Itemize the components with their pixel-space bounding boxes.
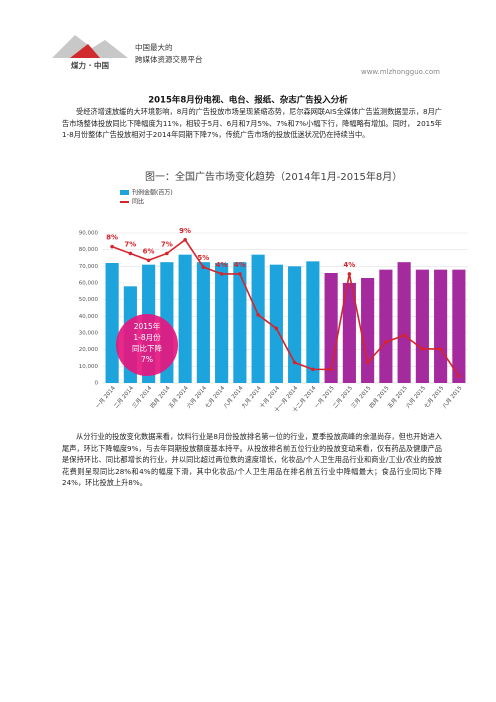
bar: [397, 262, 411, 383]
data-label: 7%: [124, 240, 136, 248]
legend-swatch: [120, 190, 129, 195]
x-tick-label: 八月 2015: [441, 384, 464, 409]
y-tick-label: 20,000: [79, 347, 99, 353]
line-point: [146, 258, 151, 263]
annotation-bubble: [116, 314, 178, 376]
data-label: 4%: [216, 261, 228, 269]
bar: [215, 263, 229, 383]
annotation-text: 同比下降: [132, 343, 162, 353]
header: 煤力 · 中国 中国最大的 跨媒体资源交易平台 www.mlzhongguo.c…: [52, 35, 440, 106]
logo-peak: [70, 44, 100, 58]
y-tick-label: 80,000: [79, 247, 99, 253]
line-point: [219, 272, 224, 276]
line-point: [384, 340, 388, 344]
y-tick-label: 60,000: [79, 281, 99, 287]
line-point: [420, 347, 425, 351]
data-label: 4%: [343, 261, 355, 269]
legend-label: 刊例金额(百万): [132, 189, 173, 197]
chart: 图一：全国广告市场变化趋势（2014年1月-2015年8月） 0 10,000 20…: [79, 170, 468, 414]
slogan: 跨媒体资源交易平台: [135, 54, 203, 64]
line: [111, 238, 460, 377]
data-label: 6%: [143, 247, 155, 255]
y-tick-label: 40,000: [79, 314, 99, 320]
line-point: [457, 374, 461, 378]
bar: [233, 262, 247, 383]
y-tick-label: 30,000: [79, 331, 99, 337]
annotation-text: 7%: [141, 355, 153, 364]
annotation-text: 2015年: [134, 321, 161, 331]
line-point: [201, 265, 206, 269]
line-point: [365, 360, 370, 365]
data-label: 9%: [179, 227, 191, 235]
y-tick-label: 0: [95, 381, 99, 387]
bar: [178, 254, 192, 383]
bar: [452, 269, 466, 383]
line-point: [110, 244, 114, 249]
y-tick-label: 10,000: [79, 364, 99, 370]
bar: [105, 263, 119, 383]
annotation-text: 1-8月份: [133, 332, 161, 342]
y-tick-label: 70,000: [79, 264, 99, 270]
y-tick-label: 50,000: [79, 297, 99, 303]
line-point: [311, 367, 315, 372]
line-point: [256, 313, 260, 317]
paragraph: 受经济增速放缓的大环境影响，8月的广告投放市场呈现紧缩态势，尼尔森网联AIS全媒…: [62, 107, 442, 140]
line-point: [274, 326, 279, 331]
line-point: [165, 251, 169, 256]
bar: [434, 269, 448, 383]
line-point: [183, 238, 187, 242]
line-point: [128, 251, 133, 256]
bar: [251, 254, 265, 383]
bar: [288, 266, 302, 383]
line-point: [347, 272, 352, 276]
data-label: 4%: [234, 261, 246, 269]
data-label: 7%: [161, 240, 173, 248]
y-tick-label: 90,000: [79, 231, 99, 237]
bar: [379, 269, 393, 383]
data-label: 5%: [197, 254, 209, 262]
slogan: 中国最大的: [135, 42, 173, 52]
line-point: [329, 367, 333, 372]
bar: [196, 262, 210, 383]
line-point: [238, 272, 242, 276]
bar: [269, 264, 283, 383]
data-label: 8%: [106, 234, 118, 242]
logo-text: 煤力 · 中国: [71, 60, 110, 70]
bar: [415, 269, 429, 383]
url: www.mlzhongguo.com: [361, 68, 440, 76]
line-point: [402, 333, 406, 338]
doc-title: 2015年8月份电视、电台、报纸、杂志广告投入分析: [148, 95, 348, 106]
bar: [361, 278, 375, 383]
bar: [342, 283, 356, 383]
line-point: [292, 360, 297, 365]
legend-label: 同比: [132, 198, 144, 206]
chart-title: 图一：全国广告市场变化趋势（2014年1月-2015年8月）: [145, 170, 402, 183]
bar: [306, 261, 320, 383]
line-point: [438, 347, 443, 351]
paragraph: 从分行业的投放变化数据来看，饮料行业是8月份投放排名第一位的行业，夏季投放高峰的…: [62, 432, 442, 488]
